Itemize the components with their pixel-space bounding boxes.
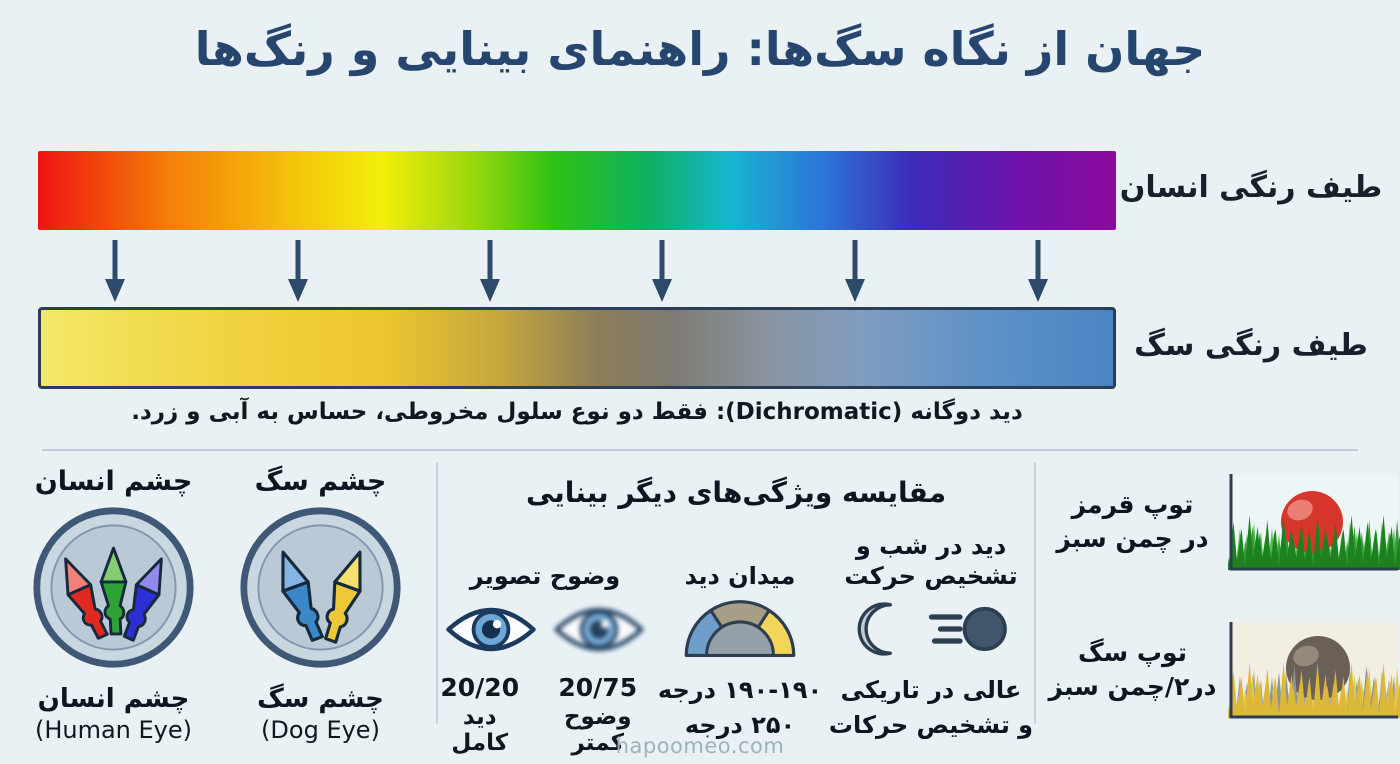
night-vision-title: دید در شب و تشخیص حرکت [844,532,1018,590]
human-eye-figure: چشم انسان چشم انسان (Human Eye) [14,458,214,744]
night-vision-value: عالی در تاریکی و تشخیص حرکات [828,676,1034,739]
dog-eye-top-label: چشم سگ [254,466,387,497]
human-eye-bottom-label: چشم انسان [37,684,190,714]
ball-visibility-panel: توپ قرمز در چمن سبز [1037,458,1400,720]
human-eye-cones-icon [33,507,194,668]
human-acuity-value: 20/20 [440,673,520,702]
page-title: جهان از نگاه سگ‌ها: راهنمای بینایی و رنگ… [194,22,1206,76]
blurred-eye-icon [554,607,644,651]
arrow-down-icon [1026,239,1050,306]
arrow-down-icon [286,239,310,306]
human-eye-top-label: چشم انسان [34,466,193,497]
human-acuity: 20/20 دید کامل [438,673,522,756]
vertical-divider [436,462,438,724]
dog-eye-bottom-label: چشم سگ [257,684,384,714]
dog-ball-in-grass-image [1228,622,1400,719]
comparison-columns: دید در شب و تشخیص حرکت عالی در تاری [438,525,1034,756]
field-of-view-value: ۱۹۰-۱۹۰ درجه ۲۵۰ درجه [657,676,823,739]
watermark: hapoomeo.com [615,734,785,758]
dog-acuity: 20/75 وضوح کمتر [544,673,653,756]
spectrum-mapping-arrows [38,239,1116,302]
sharp-eye-icon [446,607,536,651]
dog-acuity-value: 20/75 [558,673,638,702]
dichromatic-caption: دید دوگانه (Dichromatic): فقط دو نوع سلو… [131,399,1023,425]
dog-spectrum-bar [38,307,1116,389]
dog-ball-figure: توپ سگ در۲/چمن سبز [1037,620,1400,720]
human-spectrum-label: طیف رنگی انسان [1119,170,1383,205]
dog-spectrum-label: طیف رنگی سگ [1134,328,1368,363]
vertical-divider [1034,462,1036,724]
horizontal-divider [42,449,1358,451]
human-acuity-note: دید کامل [451,704,509,756]
red-ball-in-green-grass-image [1228,474,1400,571]
red-ball-label: توپ قرمز در چمن سبز [1056,490,1209,553]
dog-acuity-note: وضوح کمتر [563,704,632,756]
moon-icon [857,602,893,656]
comparison-header: مقایسه ویژگی‌های دیگر بینایی [525,476,947,509]
dog-eye-english-label: (Dog Eye) [261,716,380,744]
arrow-down-icon [650,239,674,306]
dog-eye-figure: چشم سگ چشم سگ (Dog Eye) [221,458,421,744]
red-ball-figure: توپ قرمز در چمن سبز [1037,472,1400,572]
clarity-column: وضوح تصویر [438,525,652,756]
motion-ball-icon [928,606,1007,652]
gauge-icon [684,600,796,657]
arrow-down-icon [843,239,867,306]
field-of-view-title: میدان دید [684,562,796,590]
arrow-down-icon [478,239,502,306]
arrow-down-icon [103,239,127,306]
dog-eye-cones-icon [240,507,401,668]
human-spectrum-bar [38,151,1116,230]
eye-comparison-panel: چشم انسان چشم انسان (Human Eye) [0,458,434,744]
clarity-title: وضوح تصویر [469,562,621,590]
vision-comparison-panel: مقایسه ویژگی‌های دیگر بینایی دید در شب و… [438,460,1034,756]
night-vision-column: دید در شب و تشخیص حرکت عالی در تاری [828,525,1034,756]
field-of-view-column: میدان دید ۱۹۰-۱۹۰ درجه ۲۵۰ درجه [652,525,828,756]
human-eye-english-label: (Human Eye) [34,716,193,744]
dog-ball-label: توپ سگ در۲/چمن سبز [1048,638,1217,701]
